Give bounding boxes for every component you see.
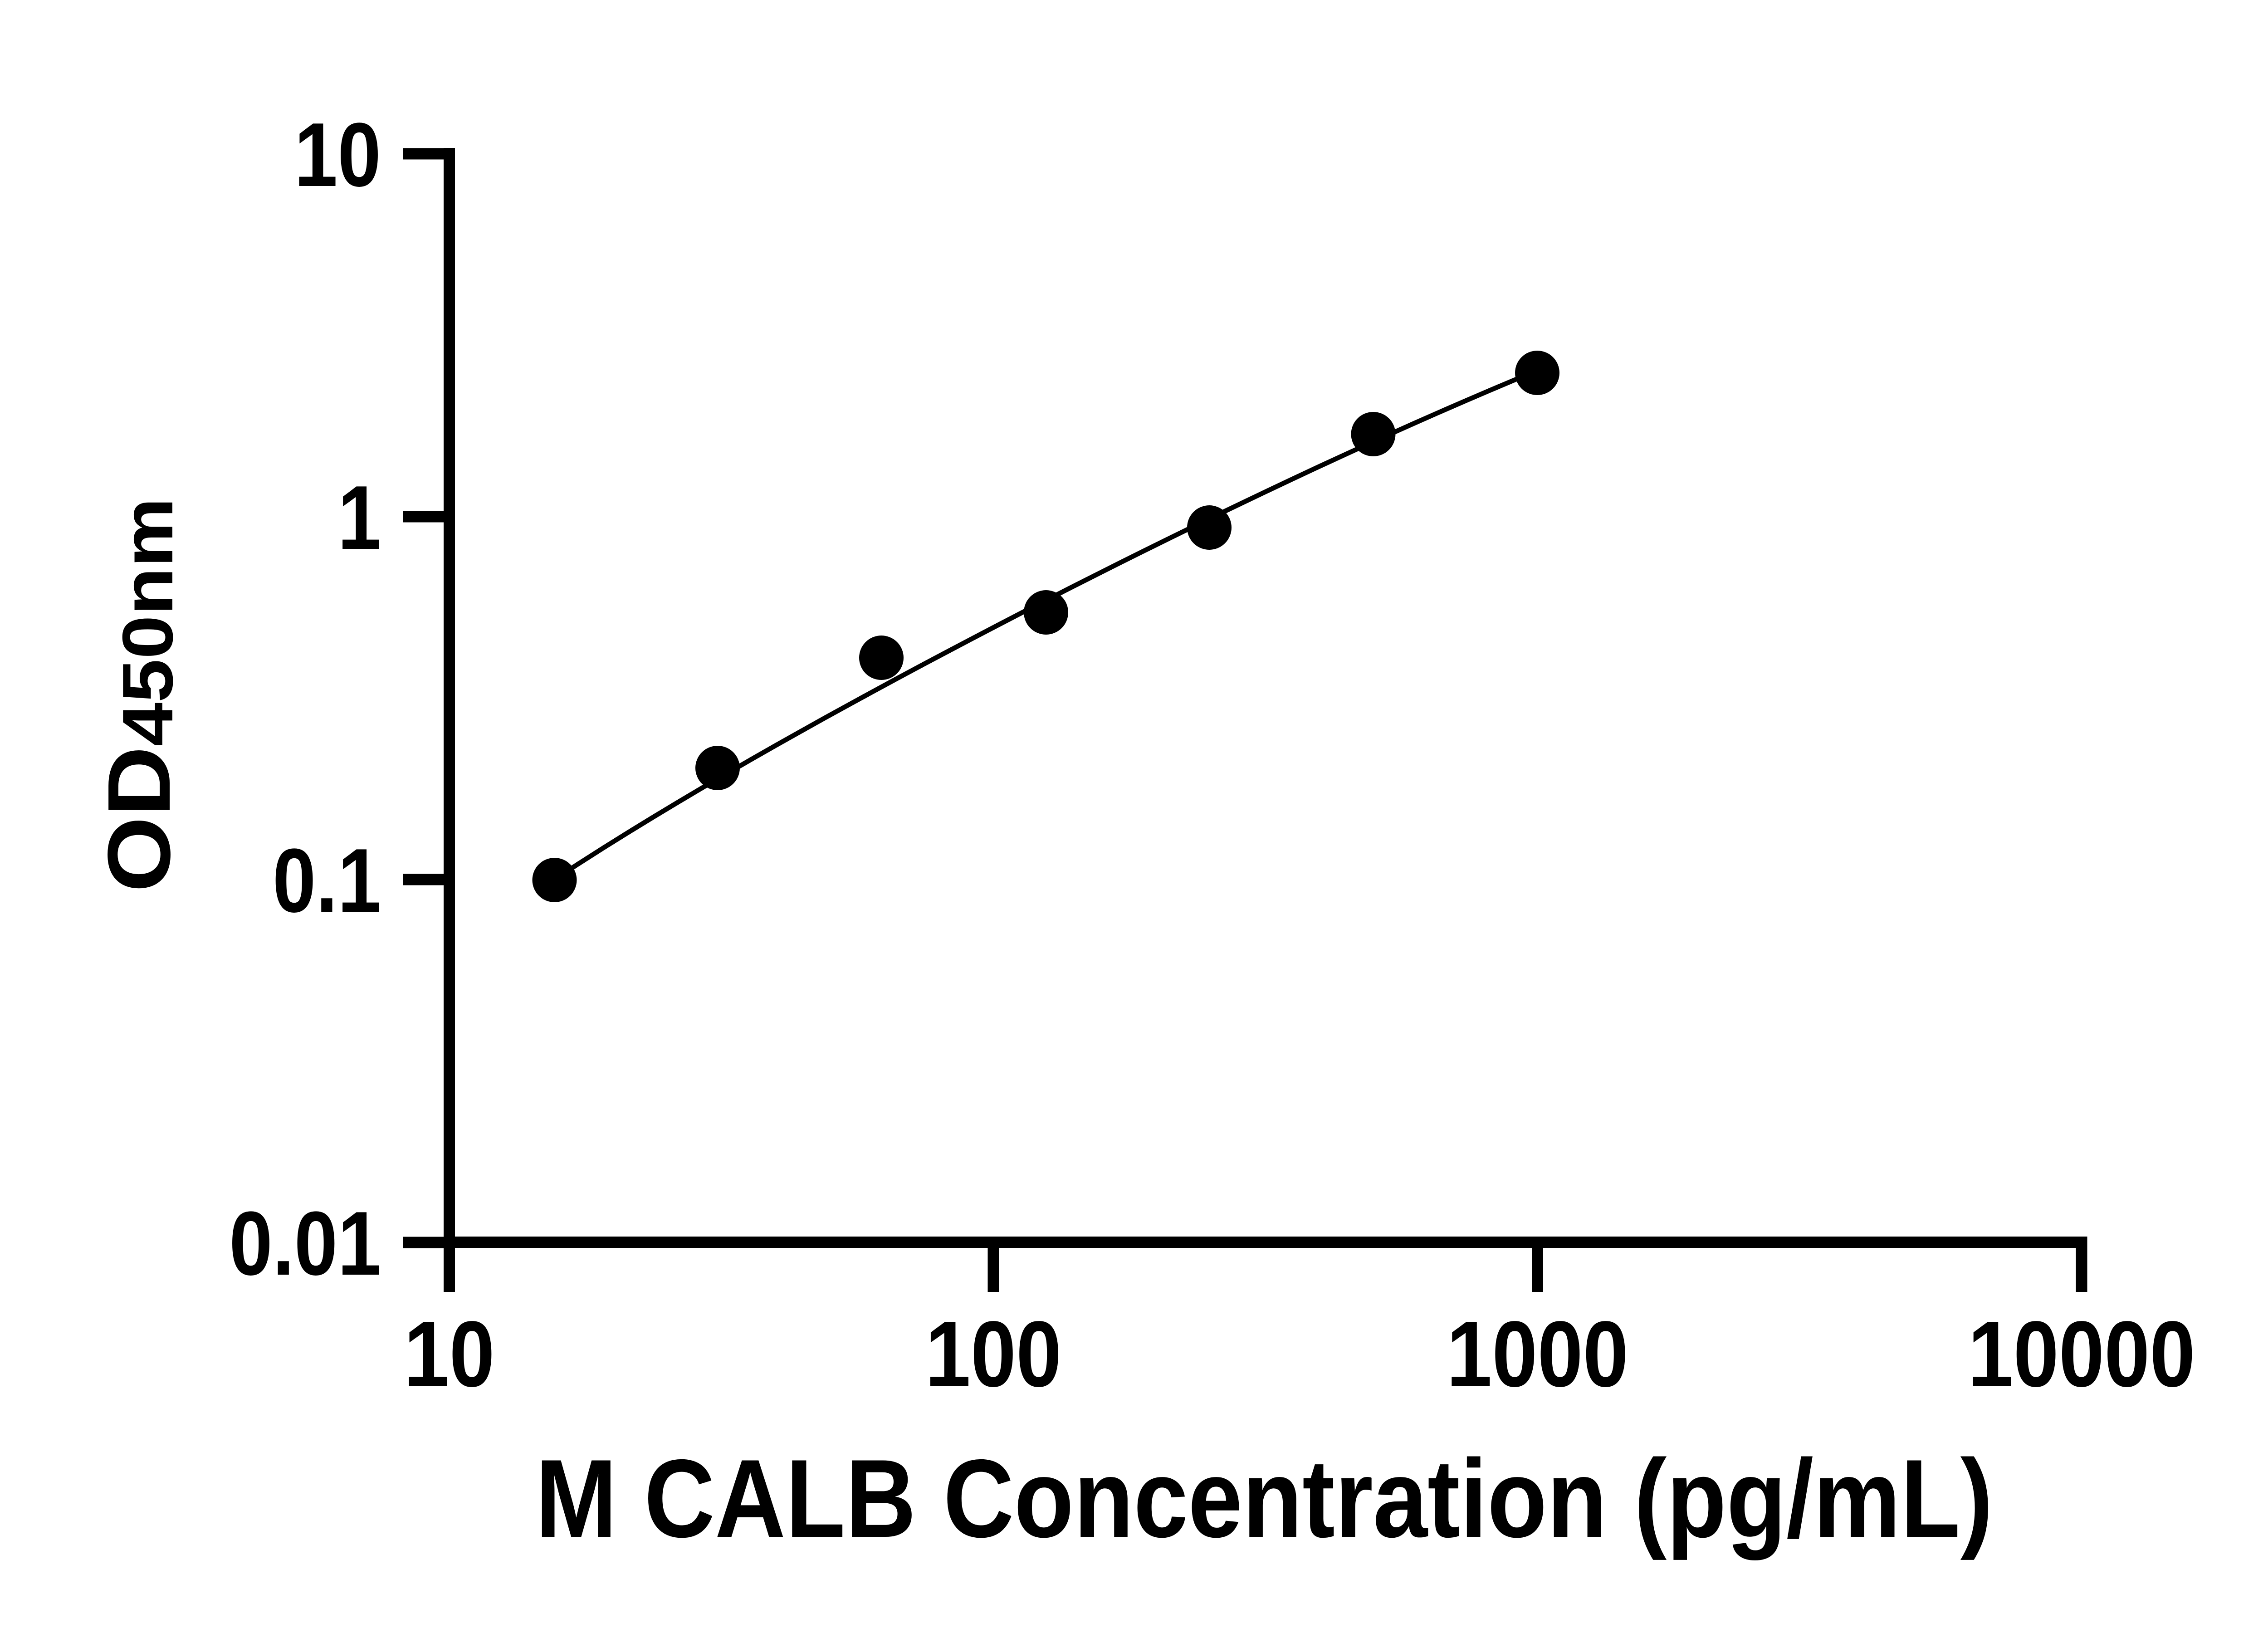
svg-text:OD450nm: OD450nm: [89, 498, 189, 892]
svg-text:10: 10: [294, 104, 381, 205]
svg-text:10: 10: [404, 1302, 494, 1407]
svg-text:10000: 10000: [1968, 1302, 2195, 1407]
svg-text:1000: 1000: [1447, 1302, 1628, 1407]
svg-text:0.1: 0.1: [273, 830, 381, 931]
svg-text:1: 1: [337, 467, 381, 568]
svg-text:100: 100: [925, 1302, 1062, 1407]
svg-text:M CALB Concentration (pg/mL): M CALB Concentration (pg/mL): [535, 1436, 1993, 1560]
svg-text:0.01: 0.01: [229, 1193, 381, 1294]
